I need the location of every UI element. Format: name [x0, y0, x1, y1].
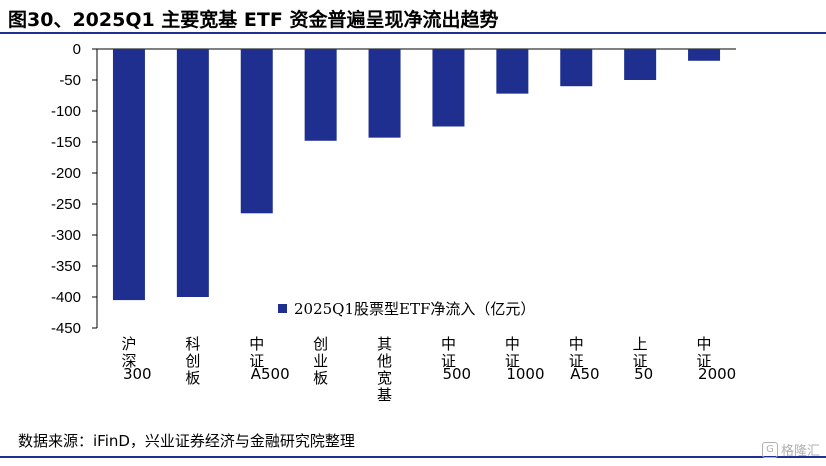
title-bar: 图30、2025Q1 主要宽基 ETF 资金普遍呈现净流出趋势 [0, 0, 826, 34]
y-tick-label: 0 [73, 41, 81, 58]
x-category-label: 中证 A50 [569, 335, 600, 383]
bar-chart: 0 -50 -100 -150 -200 -250 -300 -350 -400 -450 沪深 3… [51, 41, 736, 404]
bar-1 [112, 49, 145, 301]
y-tick-label: -400 [51, 289, 81, 306]
x-category-label: 上证 50 [633, 335, 654, 383]
x-category-label: 沪深 300 [121, 335, 151, 383]
x-category-label: 中证 1000 [505, 335, 545, 383]
source-note: 数据来源：iFinD，兴业证券经济与金融研究院整理 [18, 432, 355, 450]
bar-9 [624, 49, 657, 80]
y-tick-label: -350 [51, 258, 81, 275]
x-category-label: 中证 500 [441, 335, 471, 383]
y-tick-label: -100 [51, 103, 81, 120]
bar-5 [368, 49, 401, 138]
legend: 2025Q1股票型ETF净流入（亿元） [278, 298, 535, 319]
x-category-label: 其他宽基 [377, 335, 392, 404]
watermark: G 格隆汇 [761, 440, 820, 459]
legend-label: 2025Q1股票型ETF净流入（亿元） [294, 300, 536, 318]
x-category-label: 中证 A500 [249, 335, 289, 383]
bar-2 [176, 49, 209, 297]
bar-10 [688, 49, 721, 61]
bar-3 [240, 49, 273, 214]
x-axis-labels: 沪深 300 科创板 中证 A500 创业板 其他宽基 中证 500 中证 1000 中证 A50 上证 5… [121, 335, 736, 404]
y-tick-label: -450 [51, 320, 81, 337]
bar-7 [496, 49, 529, 94]
y-tick-label: -200 [51, 165, 81, 182]
x-category-label: 科创板 [185, 335, 200, 387]
bottom-rule [0, 456, 826, 458]
y-tick-label: -50 [59, 72, 81, 89]
x-category-label: 中证 2000 [697, 335, 737, 383]
bar-4 [304, 49, 337, 141]
chart-title: 图30、2025Q1 主要宽基 ETF 资金普遍呈现净流出趋势 [8, 9, 499, 31]
bar-8 [560, 49, 593, 87]
y-tick-label: -250 [51, 196, 81, 213]
y-tick-label: -150 [51, 134, 81, 151]
bars-group [112, 49, 721, 301]
x-category-label: 创业板 [313, 335, 328, 387]
watermark-logo-icon: G [761, 441, 778, 458]
legend-swatch [278, 304, 287, 313]
y-tick-label: -300 [51, 227, 81, 244]
y-axis: 0 -50 -100 -150 -200 -250 -300 -350 -400 -450 [51, 41, 736, 337]
bar-6 [432, 49, 465, 127]
watermark-text: 格隆汇 [780, 444, 820, 459]
